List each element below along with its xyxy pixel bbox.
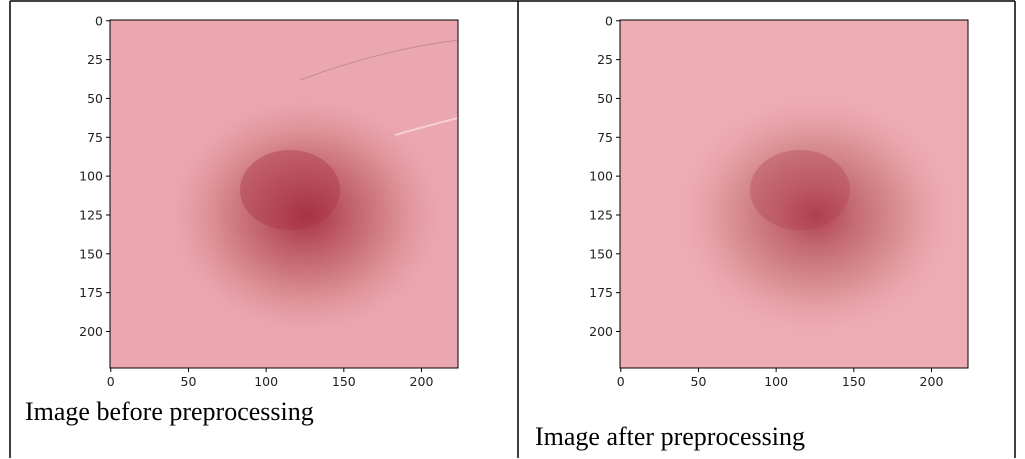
axes-frame <box>619 19 969 369</box>
x-tick-label: 0 <box>617 374 625 389</box>
x-tick-label: 150 <box>842 374 866 389</box>
x-tick-label: 200 <box>920 374 944 389</box>
image-before <box>110 20 459 368</box>
y-tick-label: 125 <box>79 207 103 222</box>
y-tick-label: 25 <box>87 52 103 67</box>
y-tick-label: 100 <box>589 169 613 184</box>
y-tick-label: 0 <box>95 13 103 28</box>
y-tick-label: 100 <box>79 169 103 184</box>
y-tick-label: 125 <box>589 207 613 222</box>
x-tick-label: 0 <box>107 374 115 389</box>
y-tick-label: 200 <box>79 324 103 339</box>
y-tick-label: 25 <box>597 52 613 67</box>
x-tick-label: 150 <box>332 374 356 389</box>
caption: Image after preprocessing <box>535 422 805 451</box>
x-tick-label: 100 <box>254 374 278 389</box>
caption: Image before preprocessing <box>25 397 314 426</box>
y-tick-label: 150 <box>589 246 613 261</box>
table-borders <box>9 0 1016 458</box>
image-after <box>620 20 968 368</box>
x-tick-label: 100 <box>764 374 788 389</box>
y-tick-label: 75 <box>87 130 103 145</box>
y-tick-label: 175 <box>79 285 103 300</box>
x-tick-label: 200 <box>410 374 434 389</box>
y-tick-label: 50 <box>597 91 613 106</box>
y-tick-label: 0 <box>605 13 613 28</box>
x-tick-label: 50 <box>181 374 197 389</box>
axes-frame <box>109 19 459 369</box>
y-tick-label: 75 <box>597 130 613 145</box>
x-tick-label: 50 <box>691 374 707 389</box>
y-tick-label: 50 <box>87 91 103 106</box>
y-tick-label: 175 <box>589 285 613 300</box>
y-tick-label: 150 <box>79 246 103 261</box>
y-tick-label: 200 <box>589 324 613 339</box>
